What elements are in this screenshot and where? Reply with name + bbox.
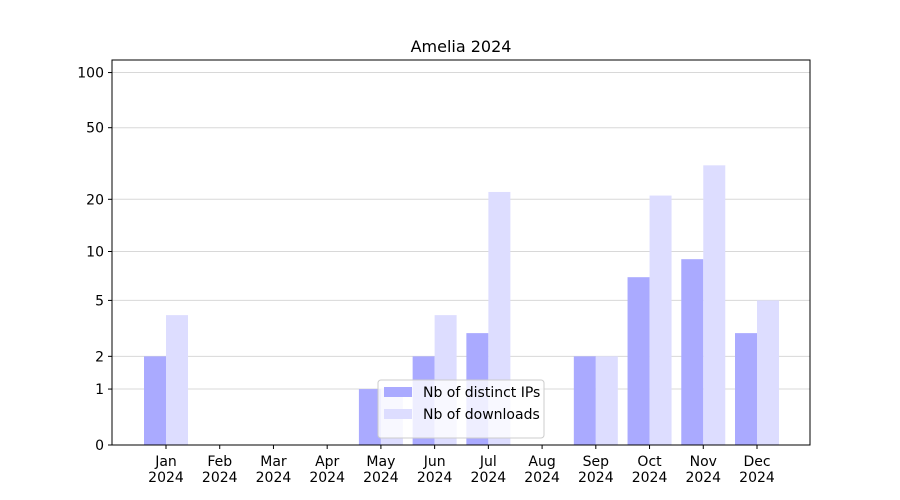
y-tick-label: 10	[86, 244, 104, 260]
y-tick-label: 20	[86, 192, 104, 208]
x-tick-label: Aug 2024	[524, 454, 560, 486]
legend-swatch	[384, 387, 412, 397]
y-tick-label: 100	[77, 66, 104, 82]
legend-swatch	[384, 409, 412, 419]
x-tick-label: May 2024	[363, 454, 399, 486]
bar	[757, 300, 779, 445]
x-tick-label: Jan 2024	[148, 454, 184, 486]
x-tick-label: Oct 2024	[632, 454, 668, 486]
legend: Nb of distinct IPs Nb of downloads	[377, 379, 545, 439]
bar	[627, 277, 650, 445]
x-tick-label: Apr 2024	[309, 454, 345, 486]
bar	[703, 165, 726, 446]
bar	[358, 389, 381, 445]
y-tick-label: 1	[95, 382, 104, 398]
bar	[573, 356, 596, 445]
x-tick-label: Nov 2024	[685, 454, 721, 486]
legend-label: Nb of distinct IPs	[423, 385, 540, 401]
bar	[649, 195, 672, 445]
x-tick-label: Mar 2024	[256, 454, 292, 486]
y-tick-label: 5	[95, 293, 104, 309]
x-tick-label: Feb 2024	[202, 454, 238, 486]
bar	[595, 356, 618, 445]
chart-title: Amelia 2024	[411, 37, 512, 56]
plot-frame	[111, 59, 811, 446]
x-tick-label: Sep 2024	[578, 454, 614, 486]
x-tick-label: Jun 2024	[417, 454, 453, 486]
bar	[144, 356, 166, 445]
x-tick-label: Dec 2024	[739, 454, 775, 486]
y-tick-label: 2	[95, 349, 104, 365]
legend-label: Nb of downloads	[423, 407, 540, 423]
x-tick-label: Jul 2024	[471, 454, 507, 486]
y-tick-label: 0	[95, 438, 104, 454]
bar	[735, 333, 757, 445]
bar	[681, 259, 704, 445]
y-tick-label: 50	[86, 121, 104, 137]
bar	[166, 315, 188, 445]
legend-box	[377, 379, 545, 439]
